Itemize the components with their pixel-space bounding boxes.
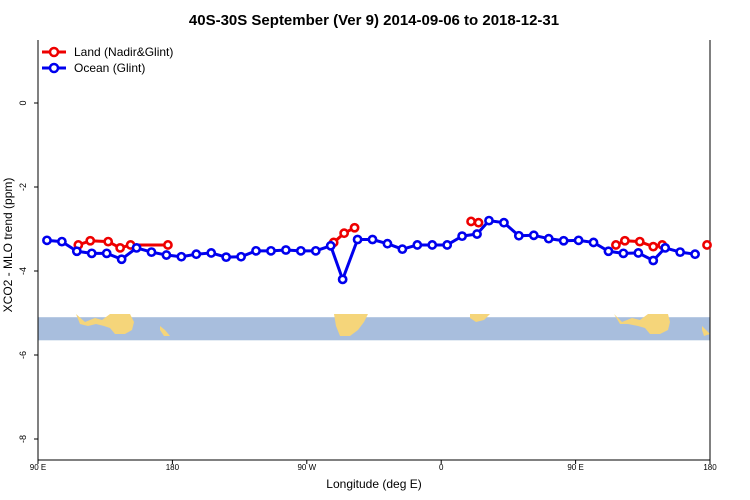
- x-tick-label: 180: [703, 463, 717, 472]
- data-point: [513, 230, 524, 241]
- data-point: [427, 240, 438, 250]
- data-point: [528, 230, 539, 241]
- data-point: [280, 245, 291, 255]
- x-tick-label: 90 E: [567, 463, 583, 472]
- data-point: [603, 246, 614, 257]
- data-point: [176, 251, 187, 262]
- data-point: [690, 249, 700, 260]
- data-point: [161, 250, 172, 260]
- data-point: [499, 217, 509, 228]
- data-point: [382, 238, 393, 249]
- data-point: [634, 236, 645, 247]
- map-land-5: [702, 326, 710, 336]
- x-tick-label: 90 W: [297, 463, 316, 472]
- data-point: [648, 255, 659, 266]
- data-point: [466, 216, 476, 227]
- map-land-2: [334, 314, 368, 336]
- legend-ocean-label: Ocean (Glint): [74, 61, 145, 75]
- data-point: [71, 246, 82, 257]
- data-point: [56, 236, 67, 247]
- data-point: [146, 247, 157, 257]
- data-point: [42, 235, 52, 246]
- data-point: [325, 240, 336, 251]
- data-point: [397, 244, 408, 255]
- series-line-segment: [46, 219, 696, 281]
- legend-land-marker: [48, 46, 60, 58]
- data-point: [543, 233, 554, 244]
- data-point: [648, 241, 659, 252]
- map-land-0: [76, 314, 134, 334]
- data-point: [251, 245, 261, 256]
- x-tick-label: 90 E: [30, 463, 46, 472]
- data-point: [558, 235, 569, 246]
- data-point: [412, 240, 423, 250]
- data-point: [457, 231, 468, 242]
- data-point: [702, 240, 712, 250]
- data-point: [85, 235, 96, 246]
- x-axis-label: Longitude (deg E): [326, 477, 421, 491]
- data-point: [573, 235, 584, 246]
- y-tick-label: -2: [18, 183, 28, 191]
- data-point: [339, 228, 350, 239]
- data-point: [295, 245, 306, 256]
- series-layer: [42, 215, 712, 285]
- x-tick-label: 180: [166, 463, 180, 472]
- y-axis-label: XCO2 - MLO trend (ppm): [1, 178, 15, 313]
- legend-land-label: Land (Nadir&Glint): [74, 45, 173, 59]
- series-ocean: [42, 215, 700, 285]
- data-point: [266, 245, 276, 256]
- data-point: [191, 249, 202, 260]
- data-point: [619, 235, 630, 246]
- data-point: [675, 247, 686, 257]
- data-point: [337, 274, 348, 285]
- x-tick-label: 0: [439, 463, 444, 472]
- chart-title: 40S-30S September (Ver 9) 2014-09-06 to …: [189, 12, 559, 29]
- data-point: [588, 237, 599, 248]
- map-ocean: [38, 317, 710, 341]
- data-point: [236, 251, 246, 262]
- y-tick-label: -8: [18, 435, 28, 443]
- data-point: [116, 254, 127, 265]
- map-land-3: [470, 314, 490, 322]
- axes: 0 -2 -4 -6 -8 90 E 180 90 W 0 90 E 180: [18, 40, 717, 472]
- data-point: [310, 245, 321, 256]
- legend-ocean-marker: [48, 62, 60, 74]
- data-point: [484, 215, 494, 226]
- data-point: [611, 240, 621, 250]
- data-point: [86, 248, 97, 259]
- data-point: [367, 234, 378, 245]
- y-tick-label: -4: [18, 267, 28, 275]
- longitude-map-strip: [38, 314, 710, 341]
- data-point: [103, 236, 114, 247]
- y-tick-label: -6: [18, 351, 28, 359]
- data-point: [473, 217, 484, 228]
- data-point: [472, 229, 482, 239]
- y-tick-label: 0: [18, 100, 28, 105]
- data-point: [221, 252, 232, 263]
- map-land-1: [160, 326, 170, 336]
- data-point: [163, 240, 173, 250]
- data-point: [206, 248, 217, 258]
- data-point: [660, 242, 671, 253]
- legend: Land (Nadir&Glint) Ocean (Glint): [42, 45, 173, 75]
- map-land-4: [614, 314, 670, 334]
- data-point: [349, 222, 360, 233]
- data-point: [618, 248, 629, 259]
- data-point: [442, 240, 453, 250]
- data-point: [131, 242, 142, 253]
- data-point: [633, 248, 644, 258]
- data-point: [115, 242, 126, 253]
- data-point: [101, 248, 112, 259]
- data-point: [352, 234, 363, 245]
